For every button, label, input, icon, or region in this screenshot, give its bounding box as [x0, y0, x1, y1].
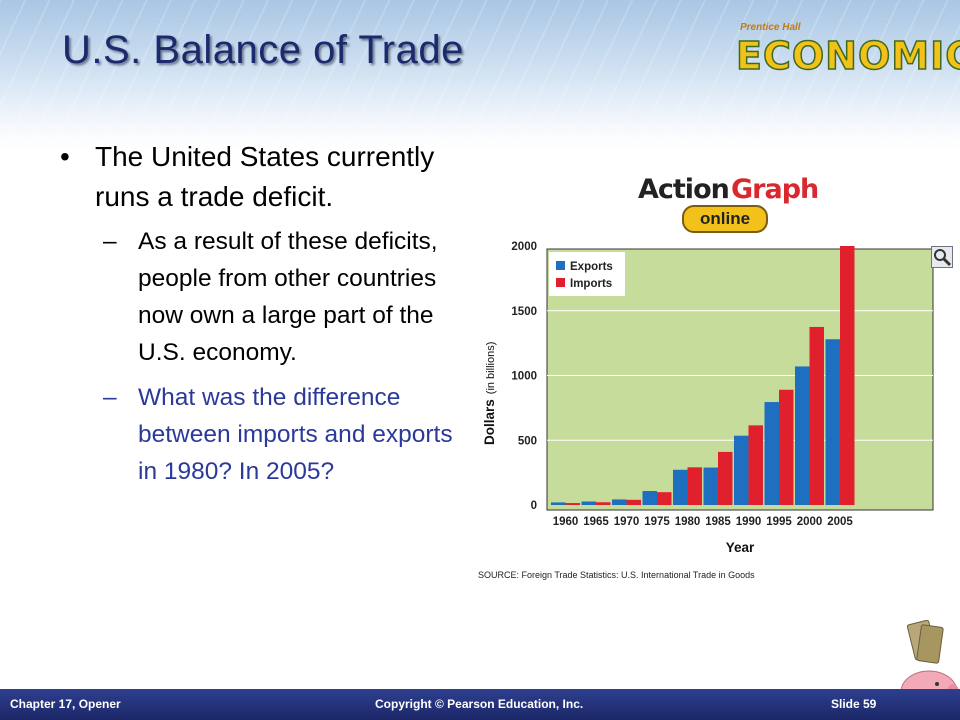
header-background	[0, 0, 960, 150]
logo-publisher-text: Prentice Hall	[740, 22, 801, 33]
x-axis-label: Year	[726, 540, 755, 555]
x-tick-label: 2000	[797, 516, 823, 528]
bullet-dot: •	[60, 141, 70, 172]
bullet-main: • The United States currently runs a tra…	[60, 137, 460, 217]
legend-box	[549, 252, 625, 296]
action-graph-action-text: Action	[638, 174, 730, 205]
legend: Exports Imports	[549, 252, 625, 296]
trade-bar-chart: 0 500 1000 1500 2000 1960 1965 1970 1975 1980 198…	[478, 241, 934, 580]
bars	[551, 246, 855, 505]
bar-exports-1980	[673, 469, 688, 505]
bar-imports-1975	[657, 492, 672, 505]
bar-imports-1965	[596, 502, 611, 505]
x-tick-label: 1975	[644, 516, 670, 528]
y-tick-label: 1000	[511, 371, 537, 383]
footer-chapter: Chapter 17, Opener	[10, 697, 121, 711]
x-tick-label: 2005	[827, 516, 853, 528]
legend-swatch-imports	[556, 278, 565, 287]
action-graph-logo: Action Graph online	[638, 172, 819, 233]
x-axis-ticks: 1960 1965 1970 1975 1980 1985 1990 1995 2000 2005	[553, 516, 854, 528]
bar-exports-2005	[825, 339, 840, 505]
magnifier-icon	[934, 249, 952, 267]
x-tick-label: 1985	[705, 516, 731, 528]
bullet-sub-1-text: As a result of these deficits, people fr…	[138, 228, 438, 366]
y-axis-label-main: Dollars	[482, 399, 497, 445]
y-tick-label: 500	[518, 435, 537, 447]
bar-exports-2000	[795, 366, 810, 505]
bullet-sub-1: – As a result of these deficits, people …	[60, 223, 460, 371]
bar-exports-1965	[581, 501, 596, 505]
bar-exports-1960	[551, 502, 566, 505]
logo-title-text: ECONOMICS	[735, 33, 960, 79]
x-tick-label: 1995	[766, 516, 792, 528]
bar-exports-1970	[612, 499, 627, 505]
page-title: U.S. Balance of Trade	[62, 28, 464, 72]
gridlines	[547, 245, 933, 441]
bar-imports-1990	[748, 425, 763, 505]
economics-logo: Prentice Hall ECONOMICS	[735, 22, 960, 84]
x-tick-label: 1965	[583, 516, 609, 528]
y-axis-ticks: 0 500 1000 1500 2000	[511, 241, 537, 512]
x-tick-label: 1990	[736, 516, 762, 528]
footer-slide-number: Slide 59	[831, 697, 877, 711]
bar-imports-1980	[687, 467, 702, 505]
action-graph-online-text: online	[682, 205, 769, 233]
action-graph-graph-text: Graph	[731, 174, 819, 205]
legend-label-imports: Imports	[570, 278, 612, 290]
x-tick-label: 1970	[614, 516, 640, 528]
legend-label-exports: Exports	[570, 261, 613, 273]
magnify-button[interactable]	[931, 246, 953, 268]
y-tick-label: 2000	[511, 241, 537, 253]
bullet-dash: –	[103, 228, 117, 255]
y-axis-label: Dollars (in billions)	[482, 342, 497, 445]
bar-imports-2005	[840, 246, 855, 505]
bar-exports-1990	[734, 435, 749, 505]
bar-exports-1975	[642, 491, 657, 505]
footer-copyright: Copyright © Pearson Education, Inc.	[375, 697, 584, 711]
bar-imports-1970	[626, 499, 641, 505]
bar-imports-2000	[809, 326, 824, 505]
bullet-sub-2-text: What was the difference between imports …	[138, 384, 453, 485]
legend-swatch-exports	[556, 261, 565, 270]
bullet-main-text: The United States currently runs a trade…	[95, 141, 435, 212]
x-tick-label: 1960	[553, 516, 579, 528]
bullet-sub-2: – What was the difference between import…	[60, 379, 460, 490]
y-tick-label: 1500	[511, 306, 537, 318]
y-axis-label-unit: (in billions)	[485, 342, 497, 395]
bar-imports-1995	[779, 389, 794, 505]
y-tick-label: 0	[531, 500, 537, 512]
chart-source: SOURCE: Foreign Trade Statistics: U.S. I…	[478, 570, 755, 580]
bullet-dash: –	[103, 384, 117, 411]
x-tick-label: 1980	[675, 516, 701, 528]
bar-imports-1985	[718, 451, 733, 505]
bullet-list: • The United States currently runs a tra…	[60, 137, 460, 490]
bar-exports-1995	[764, 402, 779, 505]
bar-imports-1960	[565, 503, 580, 505]
footer-bar: Chapter 17, Opener Copyright © Pearson E…	[0, 689, 960, 720]
bar-exports-1985	[703, 467, 718, 505]
